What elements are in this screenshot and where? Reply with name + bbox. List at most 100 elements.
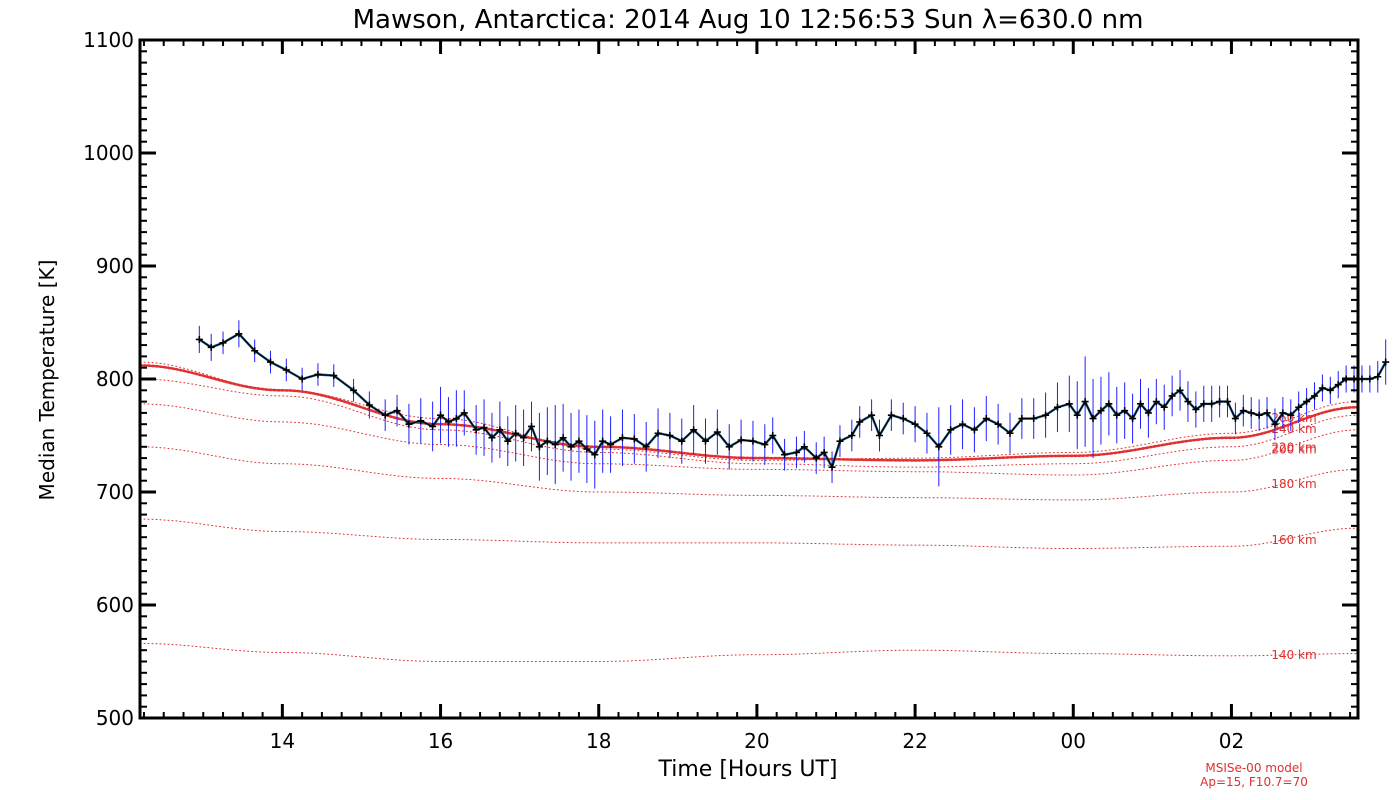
data-point bbox=[195, 335, 203, 343]
y-axis-label: Median Temperature [K] bbox=[35, 260, 59, 501]
data-point bbox=[1255, 411, 1263, 419]
data-point bbox=[1231, 415, 1239, 423]
data-point bbox=[207, 343, 215, 351]
data-point bbox=[235, 330, 243, 338]
data-point bbox=[1279, 409, 1287, 417]
data-point bbox=[1358, 375, 1366, 383]
model-curve-140km bbox=[139, 642, 1359, 662]
data-point bbox=[828, 463, 836, 471]
data-point bbox=[800, 443, 808, 451]
data-point bbox=[488, 434, 496, 442]
data-point bbox=[480, 424, 488, 432]
data-point bbox=[769, 432, 777, 439]
data-point bbox=[690, 426, 698, 434]
data-point bbox=[1113, 411, 1121, 419]
data-point bbox=[1160, 403, 1168, 411]
data-point bbox=[1042, 411, 1050, 419]
data-point bbox=[1176, 386, 1184, 394]
data-point bbox=[1129, 415, 1137, 423]
data-point bbox=[1018, 415, 1026, 423]
data-point bbox=[1326, 386, 1334, 394]
data-point bbox=[1208, 400, 1216, 408]
data-point bbox=[923, 429, 931, 437]
data-point bbox=[1382, 358, 1390, 366]
data-point bbox=[1295, 403, 1303, 411]
data-point bbox=[618, 434, 626, 442]
x-tick-label: 22 bbox=[902, 729, 927, 753]
model-label-200km: 200 km bbox=[1271, 443, 1316, 457]
data-point bbox=[575, 437, 583, 445]
data-point bbox=[678, 437, 686, 445]
data-point bbox=[1271, 420, 1279, 428]
data-point bbox=[1374, 373, 1382, 381]
data-point bbox=[1137, 400, 1144, 408]
x-tick-label: 16 bbox=[428, 729, 453, 753]
data-point bbox=[219, 339, 227, 347]
data-point bbox=[812, 454, 820, 462]
x-tick-label: 20 bbox=[744, 729, 769, 753]
data-point bbox=[970, 426, 978, 434]
data-point bbox=[911, 420, 919, 428]
y-tick-label: 1000 bbox=[83, 141, 134, 165]
data-point bbox=[1089, 415, 1097, 423]
data-point bbox=[551, 441, 559, 449]
data-point bbox=[393, 407, 401, 415]
model-curve-180km bbox=[139, 446, 1359, 501]
data-point bbox=[559, 434, 567, 442]
data-point bbox=[1105, 400, 1113, 408]
data-point bbox=[666, 432, 674, 439]
data-point bbox=[994, 420, 1002, 428]
data-point bbox=[725, 443, 733, 451]
data-point bbox=[781, 451, 789, 459]
x-tick-label: 00 bbox=[1061, 729, 1086, 753]
data-point bbox=[1200, 400, 1208, 408]
model-label-160km: 160 km bbox=[1271, 533, 1316, 547]
data-point bbox=[935, 443, 943, 451]
data-point bbox=[512, 429, 520, 437]
data-point bbox=[713, 428, 721, 436]
data-point bbox=[330, 372, 338, 380]
data-point bbox=[496, 426, 504, 434]
y-tick-label: 800 bbox=[96, 367, 134, 391]
data-point bbox=[899, 415, 907, 423]
data-point bbox=[405, 420, 413, 428]
data-point bbox=[1263, 409, 1271, 417]
data-point bbox=[868, 411, 876, 419]
data-point bbox=[607, 441, 615, 449]
data-point bbox=[298, 375, 306, 383]
data-point bbox=[1006, 429, 1014, 437]
data-point bbox=[1121, 407, 1129, 415]
data-point bbox=[1030, 415, 1038, 423]
plot-frame bbox=[138, 38, 1360, 720]
data-point bbox=[282, 366, 290, 374]
data-point bbox=[887, 411, 895, 419]
data-point bbox=[876, 432, 883, 439]
model-name-footnote: MSISe-00 model bbox=[1205, 761, 1302, 775]
data-point bbox=[1192, 406, 1200, 414]
data-point bbox=[1144, 409, 1152, 417]
data-point bbox=[567, 443, 575, 451]
data-point bbox=[836, 437, 844, 445]
data-point bbox=[583, 445, 591, 453]
model-curve-260km bbox=[139, 361, 1359, 461]
model-curve-160km bbox=[139, 518, 1359, 549]
data-point bbox=[630, 435, 638, 443]
smoothed-fit-line bbox=[198, 332, 1387, 471]
y-tick-label: 700 bbox=[96, 480, 134, 504]
data-point bbox=[1224, 398, 1231, 406]
data-point bbox=[251, 347, 259, 355]
x-axis-label: Time [Hours UT] bbox=[658, 757, 838, 782]
data-point bbox=[520, 434, 528, 442]
data-point bbox=[314, 370, 322, 378]
data-point bbox=[437, 411, 445, 419]
model-label-180km: 180 km bbox=[1271, 477, 1316, 491]
data-point bbox=[820, 448, 828, 456]
measurement-line bbox=[198, 333, 1387, 469]
chart-title: Mawson, Antarctica: 2014 Aug 10 12:56:53… bbox=[353, 5, 1144, 35]
x-tick-label: 02 bbox=[1219, 729, 1244, 753]
data-point bbox=[1168, 392, 1176, 400]
model-curve-200km bbox=[139, 403, 1359, 476]
data-point bbox=[1097, 407, 1105, 415]
